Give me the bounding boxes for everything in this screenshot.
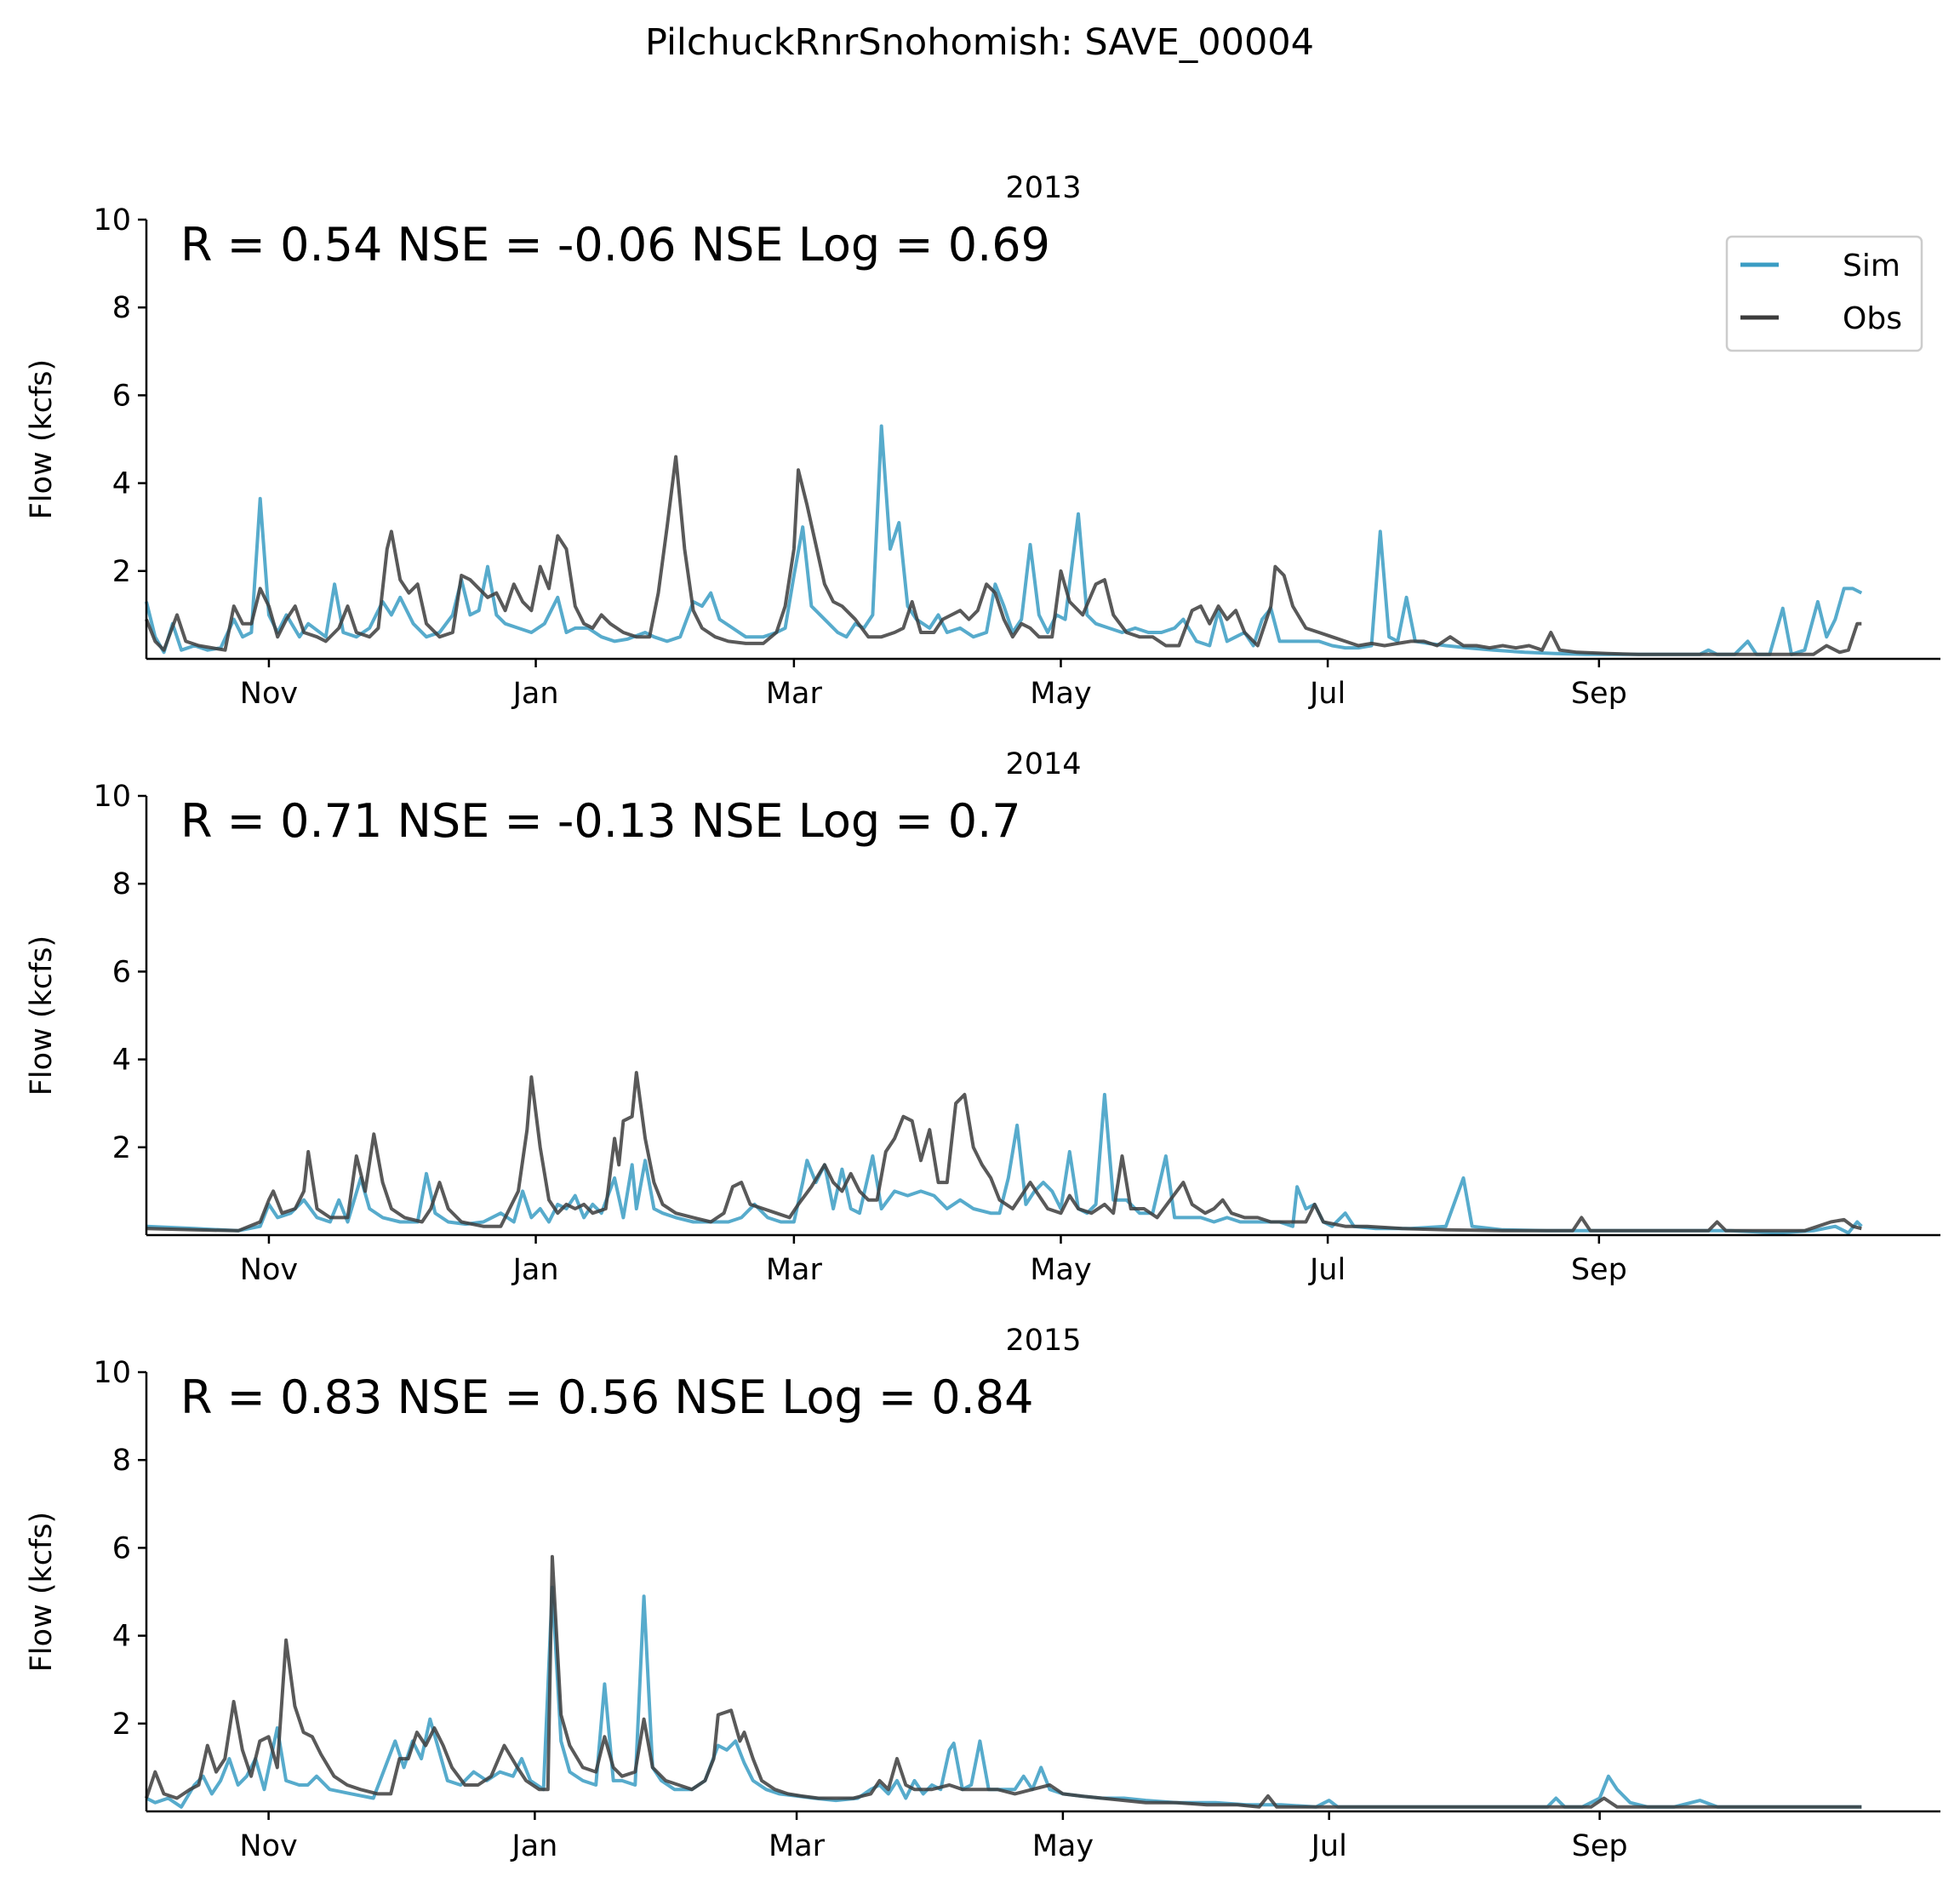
x-tick-label: Mar [766, 1253, 823, 1287]
legend: Sim Obs [1725, 235, 1923, 352]
y-tick-label: 2 [112, 1708, 131, 1742]
x-tick-label: May [1030, 677, 1091, 711]
y-axis-label: Flow (kcfs) [25, 935, 59, 1096]
panel-2015: 2015 2 4 6 8 10 Nov Jan Mar May Jul Sep Flow (kcfs) R… [25, 1324, 1940, 1863]
y-tick-label: 4 [112, 1620, 131, 1654]
y-tick-label: 2 [112, 555, 131, 589]
panels: 2013 2 4 6 8 10 Nov Jan Mar May Jul Sep Flow (kcfs) R… [25, 171, 1940, 1863]
x-tick-label: Sep [1571, 1253, 1627, 1287]
stats-annotation: R = 0.54 NSE = -0.06 NSE Log = 0.69 [180, 218, 1050, 272]
x-tick-label: Mar [769, 1829, 826, 1863]
x-tick-label: Nov [240, 677, 298, 711]
y-tick-label: 10 [93, 1356, 131, 1390]
x-tick-label: Jul [1308, 677, 1346, 711]
y-axis-label: Flow (kcfs) [25, 359, 59, 519]
x-tick-label: Mar [766, 677, 823, 711]
series-line-obs [146, 1071, 1862, 1233]
panel-title: 2015 [1005, 1324, 1081, 1358]
y-tick-label: 4 [112, 1044, 131, 1078]
series-line-sim [146, 1585, 1862, 1809]
panel-2014: 2014 2 4 6 8 10 Nov Jan Mar May Jul Sep Flow (kcfs) R… [25, 747, 1940, 1287]
y-tick-label: 4 [112, 467, 131, 501]
x-tick-label: Nov [239, 1829, 297, 1863]
x-tick-label: Jan [511, 677, 559, 711]
y-tick-label: 10 [93, 203, 131, 237]
y-tick-label: 6 [112, 379, 131, 413]
x-tick-label: Jul [1308, 1253, 1346, 1287]
y-tick-label: 2 [112, 1131, 131, 1165]
series-line-sim [145, 424, 1863, 656]
x-tick-label: May [1030, 1253, 1091, 1287]
series-line-obs [145, 455, 1862, 656]
stats-annotation: R = 0.83 NSE = 0.56 NSE Log = 0.84 [180, 1370, 1033, 1424]
x-tick-label: Nov [240, 1253, 298, 1287]
y-tick-label: 6 [112, 1531, 131, 1565]
panel-title: 2013 [1005, 171, 1081, 205]
series-line-obs [145, 1554, 1862, 1809]
panel-title: 2014 [1005, 747, 1081, 781]
x-tick-label: May [1032, 1829, 1094, 1863]
x-tick-label: Sep [1572, 1829, 1628, 1863]
panel-2013: 2013 2 4 6 8 10 Nov Jan Mar May Jul Sep Flow (kcfs) R… [25, 171, 1940, 711]
x-tick-label: Jan [511, 1253, 559, 1287]
y-tick-label: 8 [112, 291, 131, 325]
legend-label-sim: Sim [1843, 249, 1900, 283]
x-tick-label: Jan [510, 1829, 557, 1863]
y-tick-label: 6 [112, 955, 131, 989]
figure-title: PilchuckRnrSnohomish: SAVE_00004 [645, 21, 1314, 64]
stats-annotation: R = 0.71 NSE = -0.13 NSE Log = 0.7 [180, 794, 1021, 848]
x-tick-label: Sep [1571, 677, 1627, 711]
y-tick-label: 8 [112, 1444, 131, 1478]
y-tick-label: 8 [112, 867, 131, 901]
y-tick-label: 10 [93, 780, 131, 814]
y-axis-label: Flow (kcfs) [25, 1512, 59, 1672]
legend-label-obs: Obs [1843, 301, 1902, 336]
x-tick-label: Jul [1310, 1829, 1347, 1863]
